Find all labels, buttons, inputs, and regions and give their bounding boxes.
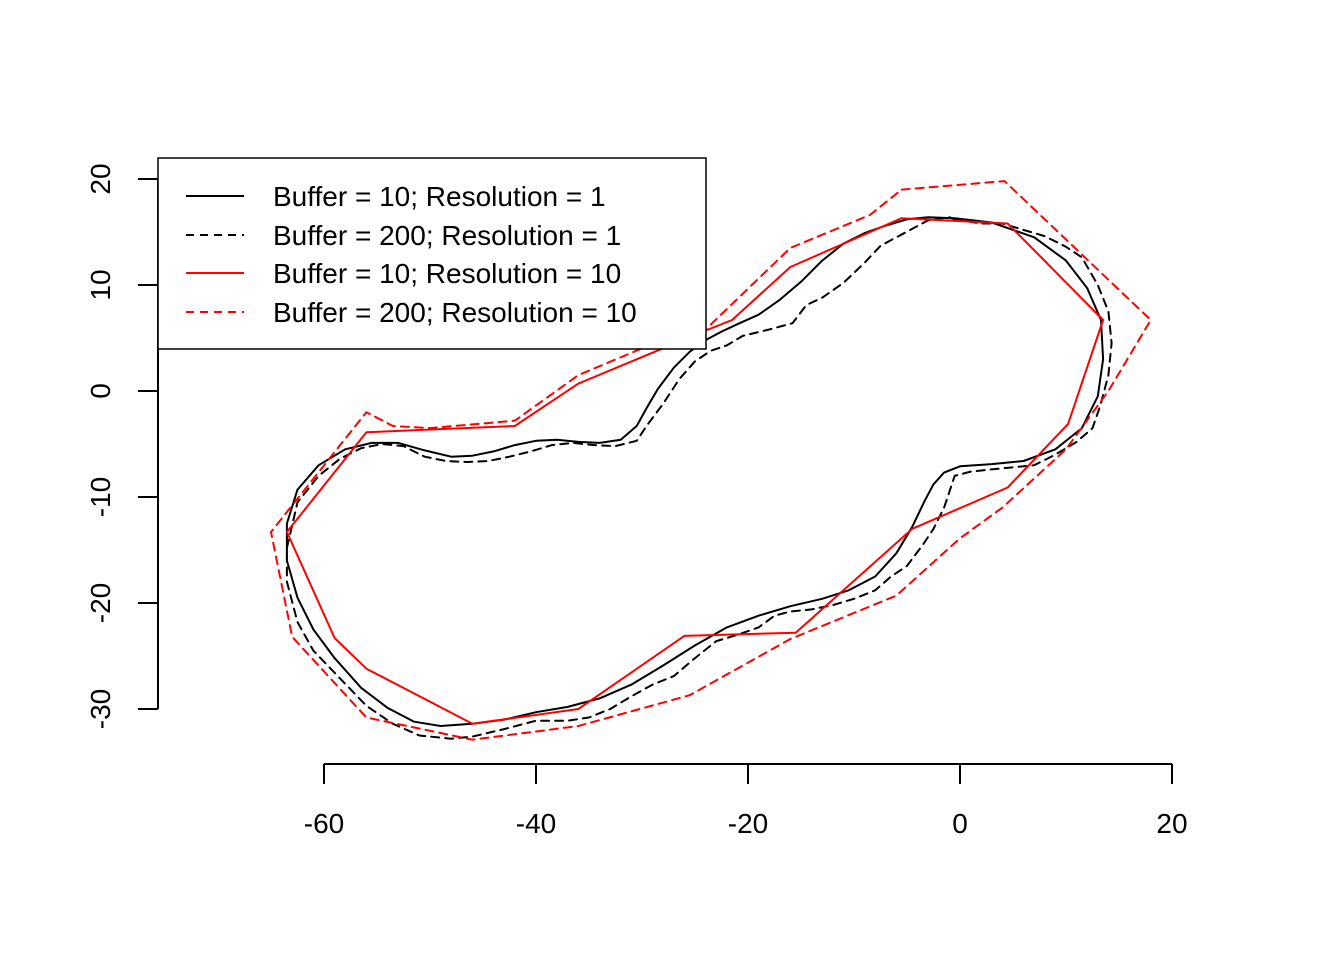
x-tick-label: 20 [1156, 808, 1187, 839]
y-tick-label: 0 [85, 383, 116, 399]
x-tick-label: -20 [728, 808, 768, 839]
y-tick-label: -10 [85, 477, 116, 517]
series-buffer200-res1 [285, 216, 1113, 740]
x-tick-label: 0 [952, 808, 968, 839]
legend-label: Buffer = 10; Resolution = 1 [273, 181, 606, 212]
x-axis: -60 -40 -20 0 20 [304, 763, 1188, 839]
y-tick-label: 10 [85, 269, 116, 300]
legend-label: Buffer = 200; Resolution = 1 [273, 220, 621, 251]
legend-label: Buffer = 200; Resolution = 10 [273, 297, 637, 328]
x-tick-label: -40 [516, 808, 556, 839]
x-tick-label: -60 [304, 808, 344, 839]
legend-box [157, 157, 707, 350]
y-tick-label: -30 [85, 689, 116, 729]
legend: Buffer = 10; Resolution = 1 Buffer = 200… [157, 157, 707, 350]
y-tick-label: 20 [85, 163, 116, 194]
y-tick-label: -20 [85, 583, 116, 623]
y-axis: -30 -20 -10 0 10 20 [85, 163, 159, 729]
legend-label: Buffer = 10; Resolution = 10 [273, 258, 621, 289]
